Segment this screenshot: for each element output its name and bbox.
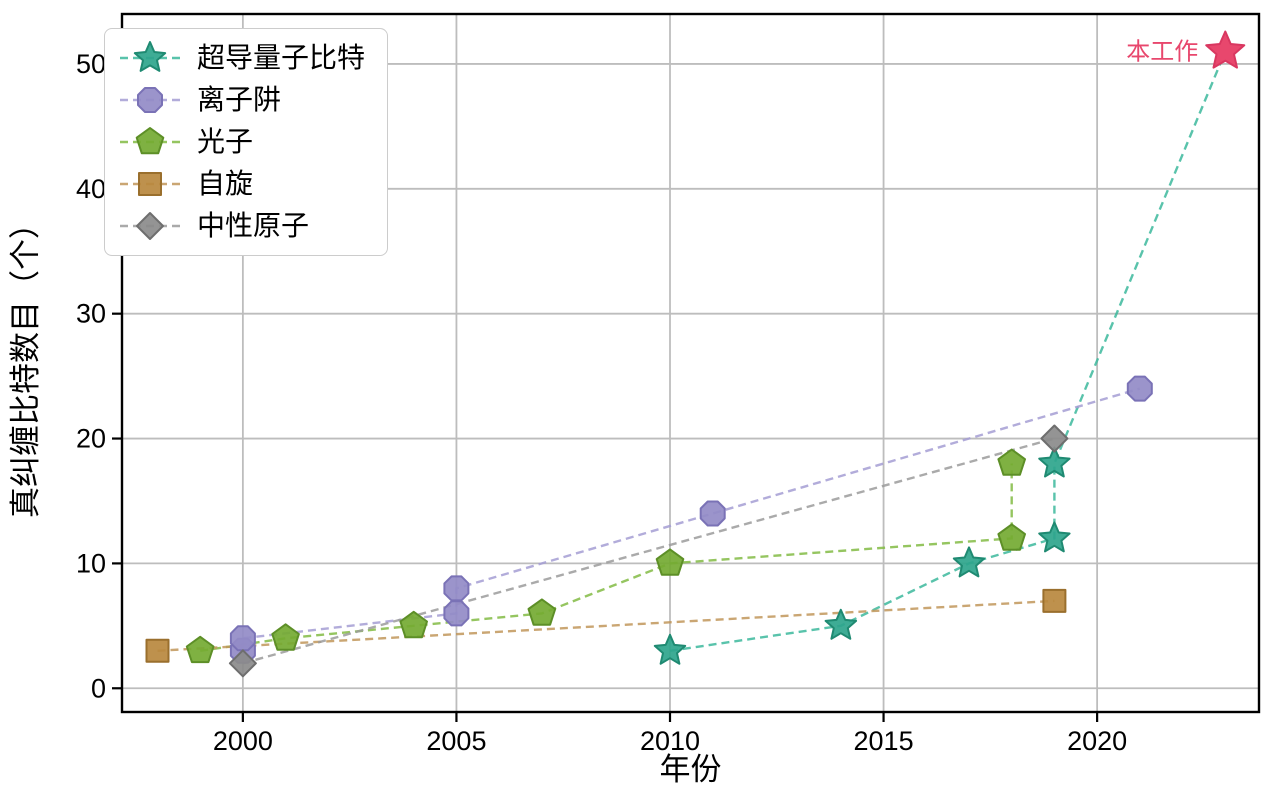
legend-item-superconducting-qubits: 超导量子比特 xyxy=(117,37,365,79)
photon-marker-icon xyxy=(120,127,180,155)
legend-item-spin: 自旋 xyxy=(117,163,365,205)
line-series-0 xyxy=(669,51,1227,652)
y-tick-label: 10 xyxy=(76,548,106,578)
ion-trap-marker-icon xyxy=(120,87,180,113)
series-markers-0 xyxy=(653,446,1071,665)
axis-ticks: 2000 2005 2010 2015 2020 0 10 20 30 40 50 xyxy=(76,49,1127,756)
legend-label-spin: 自旋 xyxy=(197,168,254,199)
series-markers-4 xyxy=(228,424,1069,678)
legend-label-neutral-atom: 中性原子 xyxy=(197,210,310,241)
spin-marker-icon xyxy=(120,172,180,196)
annotation-label: 本工作 xyxy=(1126,38,1198,65)
x-tick-label: 2020 xyxy=(1067,726,1127,756)
y-tick-label: 0 xyxy=(91,673,106,703)
y-tick-label: 50 xyxy=(76,49,106,79)
x-tick-label: 2015 xyxy=(854,726,914,756)
legend-label-photon: 光子 xyxy=(197,126,254,157)
chart-legend: 超导量子比特 离子阱 光子 自旋 中性原子 xyxy=(104,28,389,256)
legend-item-ion-trap: 离子阱 xyxy=(117,79,365,121)
y-tick-label: 30 xyxy=(76,299,106,329)
x-axis-label: 年份 xyxy=(660,752,722,787)
superconducting-qubits-marker-icon xyxy=(120,41,180,72)
y-axis-label: 真纠缠比特数目（个） xyxy=(8,208,43,518)
line-series-4 xyxy=(242,437,1055,665)
line-series-2 xyxy=(200,463,1013,652)
y-tick-label: 20 xyxy=(76,424,106,454)
line-series-3 xyxy=(157,599,1055,652)
neutral-atom-marker-icon xyxy=(120,212,180,240)
series-markers-2 xyxy=(185,448,1026,664)
plot-border xyxy=(120,12,1261,714)
series-markers-1 xyxy=(229,375,1153,664)
x-tick-label: 2005 xyxy=(426,726,486,756)
line-series-1 xyxy=(241,387,1141,651)
legend-label-ion-trap: 离子阱 xyxy=(197,84,282,115)
legend-label-superconducting-qubits: 超导量子比特 xyxy=(197,42,366,73)
legend-item-photon: 光子 xyxy=(117,121,365,163)
x-tick-label: 2000 xyxy=(213,726,273,756)
series-markers-3 xyxy=(145,588,1067,663)
y-tick-label: 40 xyxy=(76,174,106,204)
legend-item-neutral-atom: 中性原子 xyxy=(117,205,365,247)
annotation-this-work: 本工作 xyxy=(1126,30,1246,69)
x-tick-label: 2010 xyxy=(640,726,700,756)
